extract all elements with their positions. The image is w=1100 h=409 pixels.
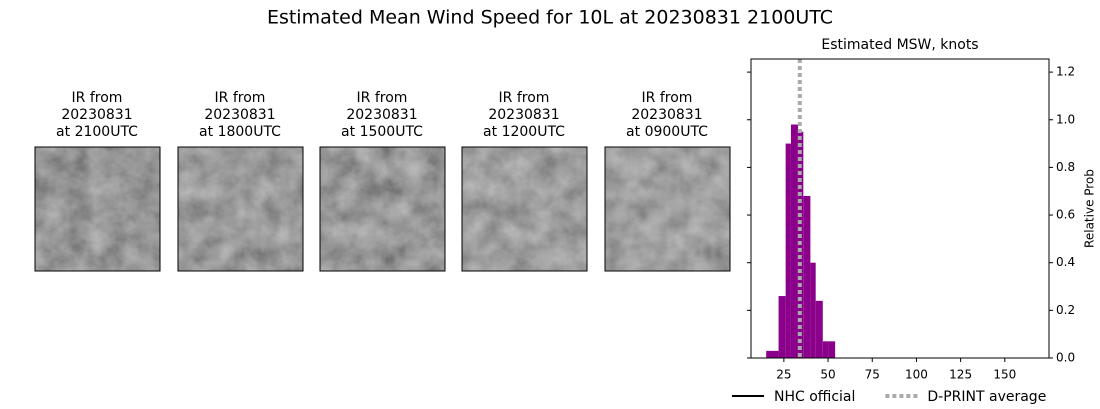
y-tick-label: 0.2 bbox=[1056, 303, 1075, 317]
x-tick-label: 25 bbox=[776, 368, 791, 382]
panel-title: IR from bbox=[499, 90, 550, 106]
chart-title: Estimated MSW, knots bbox=[821, 37, 978, 53]
x-tick-label: 125 bbox=[949, 368, 972, 382]
panel-title: 20230831 bbox=[61, 107, 132, 123]
image-frame bbox=[34, 146, 161, 272]
panel-title: 20230831 bbox=[204, 107, 275, 123]
bar bbox=[790, 124, 799, 358]
image-frame bbox=[177, 146, 304, 272]
y-tick-label: 0.8 bbox=[1056, 160, 1075, 174]
bar bbox=[785, 143, 791, 358]
bar bbox=[815, 300, 823, 358]
legend-label: NHC official bbox=[774, 389, 855, 405]
panel-title: 20230831 bbox=[346, 107, 417, 123]
panel-title: at 1800UTC bbox=[199, 124, 281, 140]
bar bbox=[828, 341, 836, 358]
x-tick-label: 100 bbox=[905, 368, 928, 382]
bar bbox=[766, 350, 779, 358]
panel-title: IR from bbox=[357, 90, 408, 106]
ir-image bbox=[178, 147, 303, 271]
y-tick-label: 0.0 bbox=[1056, 351, 1075, 365]
panel-title: IR from bbox=[215, 90, 266, 106]
image-frame bbox=[461, 146, 588, 272]
x-tick-label: 75 bbox=[865, 368, 880, 382]
panel-title: 20230831 bbox=[488, 107, 559, 123]
bar bbox=[803, 195, 811, 358]
image-frame bbox=[604, 146, 731, 272]
panel-title: at 1500UTC bbox=[341, 124, 423, 140]
panel-title: IR from bbox=[72, 90, 123, 106]
image-frame bbox=[319, 146, 446, 272]
ir-image bbox=[35, 147, 160, 271]
y-tick-label: 0.6 bbox=[1056, 208, 1075, 222]
y-tick-label: 0.4 bbox=[1056, 255, 1075, 269]
bar bbox=[778, 296, 786, 358]
ir-image bbox=[462, 147, 587, 271]
panel-title: IR from bbox=[642, 90, 693, 106]
panel-title: at 0900UTC bbox=[626, 124, 708, 140]
ir-image bbox=[605, 147, 730, 271]
y-tick-label: 1.0 bbox=[1056, 112, 1075, 126]
y-tick-label: 1.2 bbox=[1056, 65, 1075, 79]
panel-title: at 1200UTC bbox=[483, 124, 565, 140]
legend-label: D-PRINT average bbox=[927, 389, 1046, 405]
y-axis-label: Relative Prob bbox=[1083, 169, 1097, 248]
x-tick-label: 150 bbox=[993, 368, 1016, 382]
bar bbox=[810, 262, 816, 358]
bar bbox=[822, 341, 829, 358]
figure-title: Estimated Mean Wind Speed for 10L at 202… bbox=[267, 7, 833, 29]
panel-title: 20230831 bbox=[631, 107, 702, 123]
ir-image bbox=[320, 147, 445, 271]
x-tick-label: 50 bbox=[820, 368, 835, 382]
panel-title: at 2100UTC bbox=[56, 124, 138, 140]
plot-frame bbox=[750, 58, 1050, 359]
